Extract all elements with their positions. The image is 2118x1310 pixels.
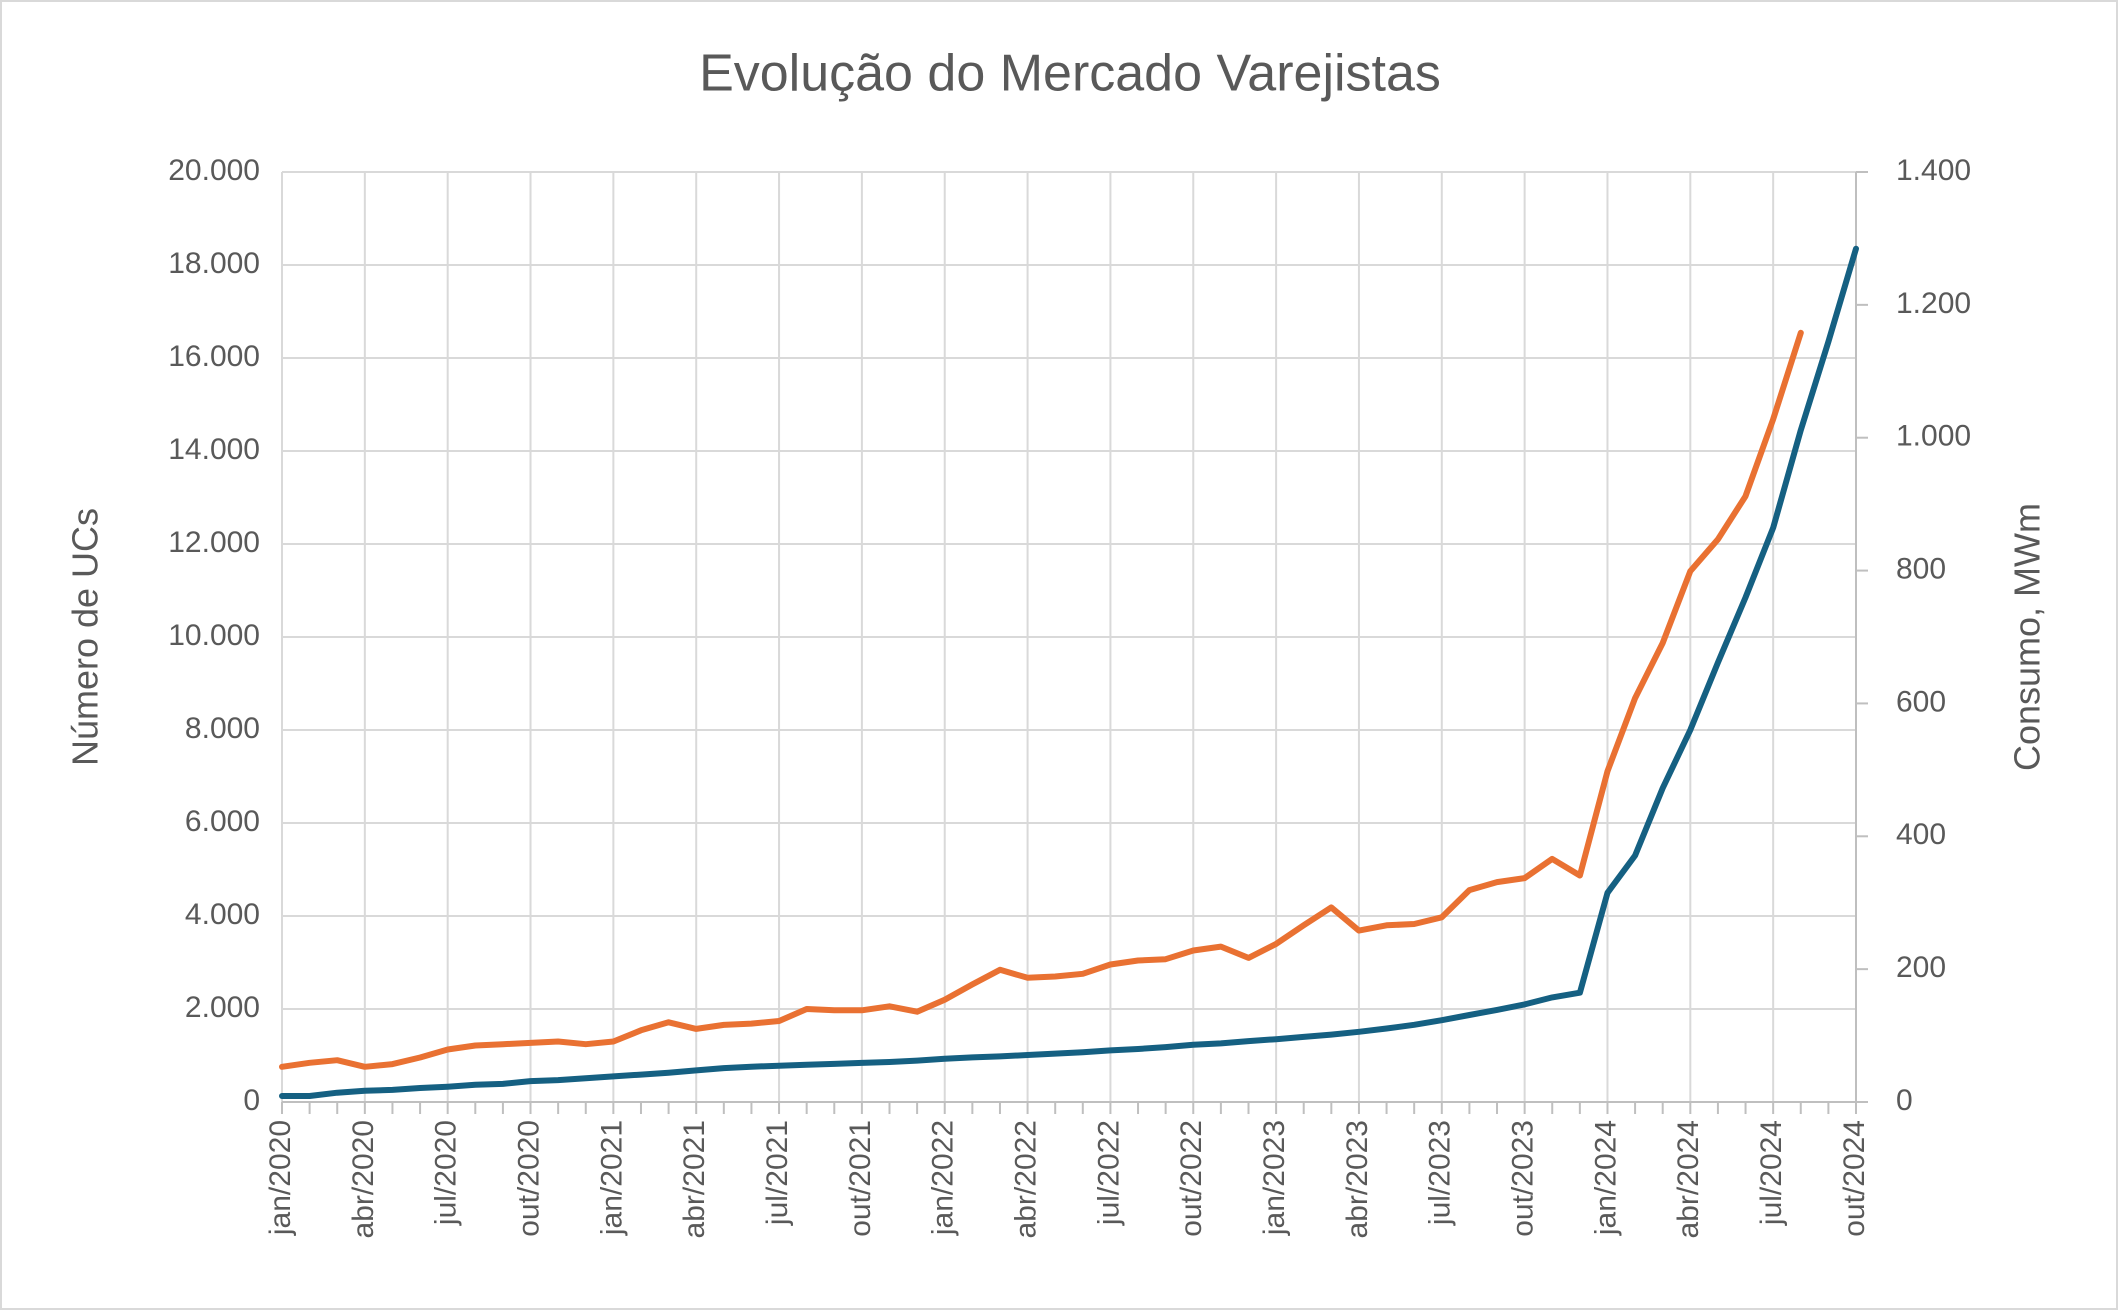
y-axis-title: Número de UCs (65, 508, 106, 766)
y2-tick-label: 1.000 (1896, 420, 1971, 453)
x-tick-label: abr/2020 (347, 1120, 380, 1238)
y2-tick-label: 200 (1896, 951, 1946, 984)
x-tick-label: jul/2024 (1755, 1120, 1788, 1226)
x-tick-label: jul/2021 (761, 1120, 794, 1226)
series-line (279, 245, 1859, 1099)
x-tick-label: jul/2023 (1424, 1120, 1457, 1226)
x-tick-label: jan/2022 (927, 1120, 960, 1236)
x-tick-label: abr/2021 (678, 1120, 711, 1238)
x-tick-label: out/2024 (1838, 1120, 1871, 1237)
y-tick-label: 0 (243, 1084, 260, 1117)
series-line (279, 329, 1804, 1070)
y-tick-label: 18.000 (168, 247, 260, 280)
y2-tick-label: 800 (1896, 552, 1946, 585)
y2-tick-label: 1.400 (1896, 154, 1971, 187)
x-tick-label: out/2023 (1507, 1120, 1540, 1237)
y-tick-label: 2.000 (185, 991, 260, 1024)
y-tick-label: 4.000 (185, 898, 260, 931)
x-tick-label: out/2021 (844, 1120, 877, 1237)
y-tick-label: 20.000 (168, 154, 260, 187)
y-tick-label: 14.000 (168, 433, 260, 466)
x-tick-label: out/2020 (512, 1120, 545, 1237)
y-tick-label: 6.000 (185, 805, 260, 838)
x-tick-label: abr/2024 (1672, 1120, 1705, 1238)
y2-tick-label: 600 (1896, 685, 1946, 718)
y2-axis-title: Consumo, MWm (2007, 503, 2048, 771)
x-tick-label: abr/2023 (1341, 1120, 1374, 1238)
y2-tick-label: 400 (1896, 818, 1946, 851)
x-tick-label: jan/2021 (595, 1120, 628, 1236)
y-tick-label: 8.000 (185, 712, 260, 745)
x-tick-label: jan/2023 (1258, 1120, 1291, 1236)
x-tick-label: abr/2022 (1010, 1120, 1043, 1238)
x-tick-label: jul/2020 (430, 1120, 463, 1226)
y-tick-label: 16.000 (168, 340, 260, 373)
y2-tick-label: 0 (1896, 1084, 1913, 1117)
x-tick-label: jan/2020 (264, 1120, 297, 1236)
x-tick-label: jul/2022 (1092, 1120, 1125, 1226)
x-tick-label: jan/2024 (1589, 1120, 1622, 1236)
y2-tick-label: 1.200 (1896, 287, 1971, 320)
x-tick-label: out/2022 (1175, 1120, 1208, 1237)
y-tick-label: 10.000 (168, 619, 260, 652)
chart-title: Evolução do Mercado Varejistas (699, 45, 1441, 103)
y-tick-label: 12.000 (168, 526, 260, 559)
